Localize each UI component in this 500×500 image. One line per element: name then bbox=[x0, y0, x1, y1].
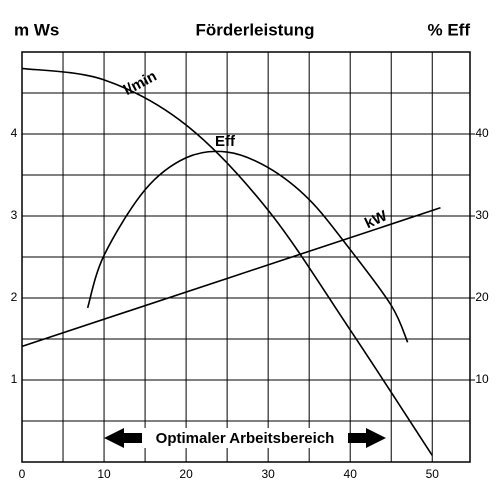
x-tick-label: 20 bbox=[179, 467, 193, 481]
y2-tick-label: 30 bbox=[475, 208, 489, 222]
series-line bbox=[21, 207, 441, 348]
series-label: kW bbox=[362, 207, 390, 232]
y-tick-label: 1 bbox=[11, 372, 18, 386]
y2-axis-label: % Eff bbox=[428, 20, 471, 39]
x-tick-label: 0 bbox=[19, 467, 26, 481]
y2-tick-label: 10 bbox=[475, 372, 489, 386]
series-label: Eff bbox=[215, 133, 236, 150]
y-tick-label: 3 bbox=[11, 208, 18, 222]
x-tick-label: 50 bbox=[426, 467, 440, 481]
series-line bbox=[21, 67, 433, 456]
series-line bbox=[86, 150, 409, 343]
arrow-left bbox=[104, 428, 142, 448]
annotation: Optimaler Arbeitsbereich bbox=[156, 430, 335, 447]
x-tick-label: 40 bbox=[344, 467, 358, 481]
x-tick-label: 10 bbox=[97, 467, 111, 481]
annotation-bg bbox=[142, 428, 348, 448]
y-tick-label: 4 bbox=[11, 126, 18, 140]
y2-tick-label: 20 bbox=[475, 290, 489, 304]
y-tick-label: 2 bbox=[11, 290, 18, 304]
series-label: l/min bbox=[121, 68, 160, 99]
chart-title: Förderleistung bbox=[195, 20, 314, 39]
x-tick-label: 30 bbox=[261, 467, 275, 481]
y-axis-label: m Ws bbox=[14, 20, 59, 39]
arrow-right bbox=[348, 428, 386, 448]
y2-tick-label: 40 bbox=[475, 126, 489, 140]
